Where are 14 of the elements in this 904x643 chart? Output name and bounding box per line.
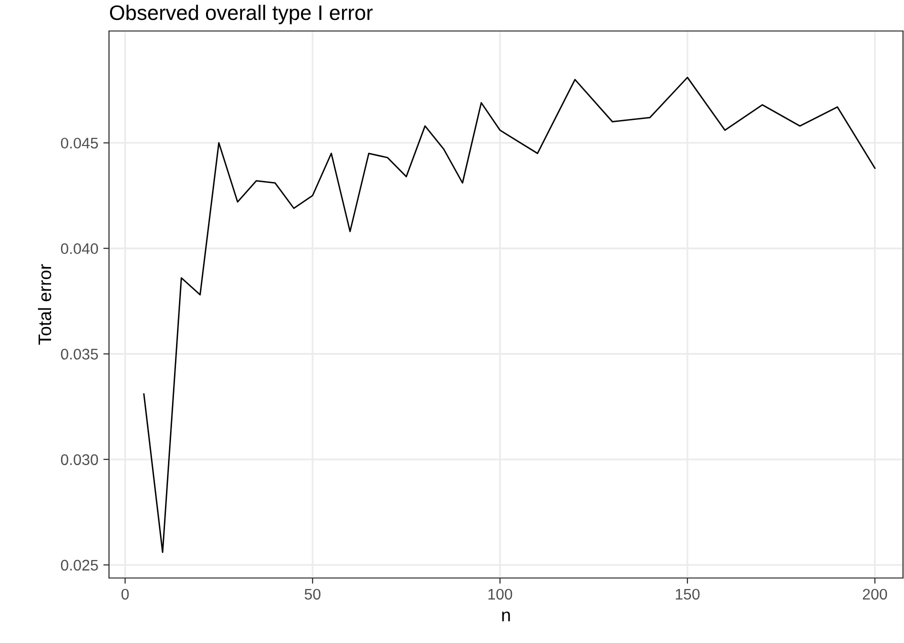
x-tick-label: 150: [676, 588, 700, 600]
y-tick-label: 0.045: [60, 138, 98, 149]
line-series: [143, 76, 876, 553]
x-axis-title: n: [502, 612, 510, 622]
x-tick-label: 50: [304, 588, 320, 600]
y-tick-label: 0.030: [60, 454, 98, 466]
y-tick-label: 0.035: [60, 348, 98, 360]
y-tick-label: 0.025: [60, 560, 98, 571]
y-tick-label: 0.040: [60, 243, 98, 254]
x-tick-label: 200: [862, 588, 888, 600]
y-axis-title: Total error: [38, 264, 52, 345]
chart-title: Observed overall type I error: [110, 4, 373, 24]
x-tick-label: 100: [488, 588, 512, 600]
x-tick-label: 0: [121, 588, 129, 600]
